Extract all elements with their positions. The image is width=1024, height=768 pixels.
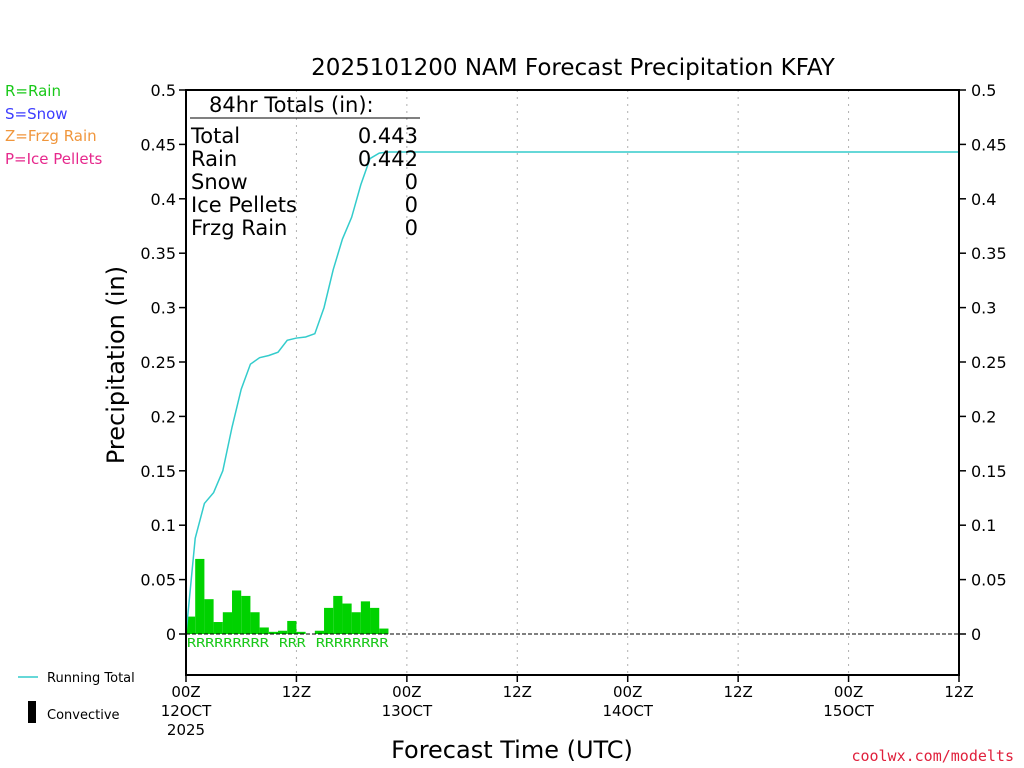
x-tick-label: 00Z	[171, 683, 200, 701]
totals-label-ice-pellets: Ice Pellets	[191, 193, 297, 217]
y-tick-label-left: 0.3	[151, 299, 176, 318]
precip-bar	[278, 630, 288, 634]
y-axis-label: Precipitation (in)	[102, 266, 130, 464]
precip-bar	[370, 607, 380, 634]
legend-ice-pellets: P=Ice Pellets	[5, 150, 102, 168]
totals-value-snow: 0	[405, 170, 418, 194]
totals-label-rain: Rain	[191, 147, 237, 171]
y-tick-label-left: 0.5	[151, 81, 176, 100]
running-total-line	[185, 151, 959, 635]
legend-snow: S=Snow	[5, 105, 68, 123]
legend-rain: R=Rain	[5, 82, 61, 100]
y-tick-label-left: 0	[166, 625, 176, 644]
x-tick-label: 00Z	[834, 683, 863, 701]
y-tick-label-left: 0.35	[140, 244, 176, 263]
precip-bar	[342, 603, 352, 634]
precip-type-label: RRRRRRRRR	[187, 636, 270, 650]
precip-bar	[360, 601, 371, 634]
precip-bar	[296, 631, 306, 634]
x-tick-label: 12Z	[944, 683, 973, 701]
totals-label-snow: Snow	[191, 170, 248, 194]
plot-frame	[185, 89, 960, 676]
y-tick-label-right: 0.35	[971, 244, 1007, 263]
y-tick-label-right: 0.5	[971, 81, 996, 100]
precip-bar	[287, 620, 297, 634]
totals-value-freezing-rain: 0	[405, 216, 418, 240]
x-tick-label: 12Z	[503, 683, 532, 701]
precip-bar	[204, 599, 214, 634]
precip-bar	[379, 628, 389, 634]
precip-type-label: RRR	[279, 636, 307, 650]
y-tick-label-left: 0.25	[140, 353, 176, 372]
x-tick-label: 00Z	[392, 683, 421, 701]
y-tick-label-right: 0	[971, 625, 981, 644]
precip-bar	[222, 612, 233, 634]
x-tick-label: 13OCT	[382, 702, 433, 720]
y-tick-label-right: 0.05	[971, 571, 1007, 590]
y-tick-label-left: 0.45	[140, 135, 176, 154]
precip-bar	[250, 612, 260, 634]
totals-label-total: Total	[190, 124, 240, 148]
y-tick-label-right: 0.3	[971, 299, 996, 318]
chart-title: 2025101200 NAM Forecast Precipitation KF…	[311, 55, 836, 81]
x-tick-label: 15OCT	[823, 702, 874, 720]
y-tick-label-left: 0.4	[151, 190, 176, 209]
y-axis-left: 0 0.05 0.1 0.15 0.2 0.25 0.3 0.35 0.4 0.45 0.5	[140, 81, 186, 644]
precip-type-labels: RRRRRRRRR RRR RRRRRRRR	[187, 636, 389, 650]
x-axis-label: Forecast Time (UTC)	[391, 736, 633, 764]
y-tick-label-right: 0.15	[971, 462, 1007, 481]
precip-bar	[351, 612, 361, 634]
legend-freezing-rain: Z=Frzg Rain	[5, 127, 97, 145]
hourly-bars	[186, 558, 389, 634]
precip-bar	[259, 627, 269, 634]
precip-type-label: RRRRRRRR	[316, 636, 390, 650]
legend-convective: Convective	[47, 708, 120, 723]
precip-type-legend: R=Rain S=Snow Z=Frzg Rain P=Ice Pellets	[5, 82, 102, 168]
precip-bar	[232, 590, 242, 634]
totals-panel: 84hr Totals (in): Total 0.443 Rain 0.442…	[190, 93, 420, 240]
series-legend: Running Total Convective	[18, 671, 135, 723]
x-tick-label: 2025	[167, 721, 205, 739]
x-tick-label: 12Z	[282, 683, 311, 701]
y-tick-label-left: 0.2	[151, 407, 176, 426]
totals-value-rain: 0.442	[358, 147, 418, 171]
credit-link[interactable]: coolwx.com/modelts	[851, 747, 1014, 765]
precip-bar	[213, 622, 223, 634]
y-tick-label-right: 0.25	[971, 353, 1007, 372]
y-tick-label-right: 0.2	[971, 407, 996, 426]
precip-bar	[241, 595, 251, 634]
convective-swatch	[28, 701, 36, 723]
y-tick-label-right: 0.1	[971, 516, 996, 535]
precip-bar	[268, 631, 279, 634]
totals-label-freezing-rain: Frzg Rain	[191, 216, 287, 240]
x-tick-label: 00Z	[613, 683, 642, 701]
precip-bar	[186, 616, 196, 634]
totals-value-total: 0.443	[358, 124, 418, 148]
y-tick-label-left: 0.1	[151, 516, 176, 535]
legend-running-total: Running Total	[47, 671, 135, 686]
totals-header: 84hr Totals (in):	[209, 93, 374, 117]
precip-bar	[324, 607, 334, 634]
y-tick-label-left: 0.15	[140, 462, 176, 481]
totals-value-ice-pellets: 0	[405, 193, 418, 217]
x-tick-label: 14OCT	[602, 702, 653, 720]
x-tick-label: 12Z	[723, 683, 752, 701]
precip-bar	[314, 630, 325, 634]
x-tick-label: 12OCT	[161, 702, 212, 720]
precip-bar	[333, 595, 343, 634]
y-tick-label-left: 0.05	[140, 571, 176, 590]
precip-bar	[195, 558, 205, 634]
y-tick-label-right: 0.4	[971, 190, 996, 209]
y-tick-label-right: 0.45	[971, 135, 1007, 154]
y-axis-right: 0 0.05 0.1 0.15 0.2 0.25 0.3 0.35 0.4 0.45 0.5	[959, 81, 1007, 644]
